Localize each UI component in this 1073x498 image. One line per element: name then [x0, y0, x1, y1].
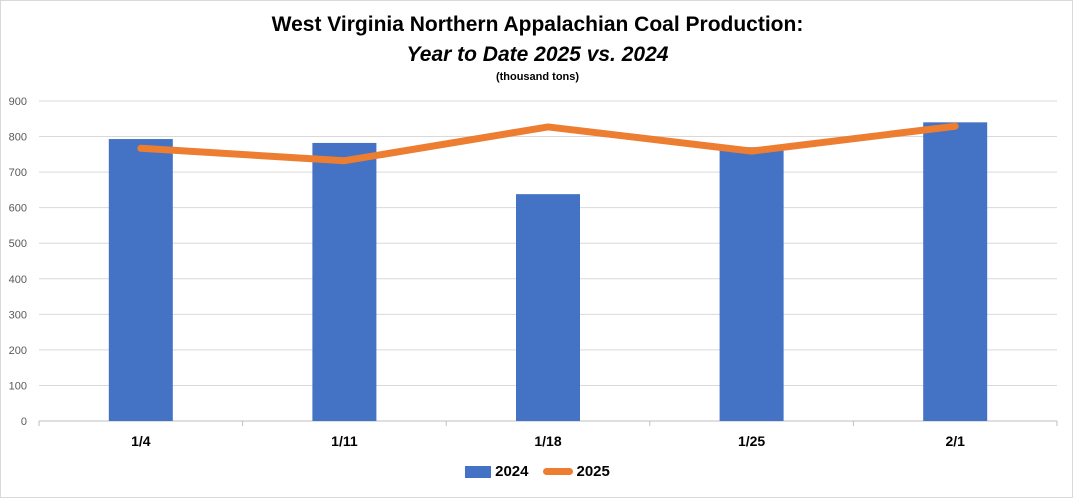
- line-2025: [137, 122, 959, 165]
- y-tick-label: 600: [9, 203, 27, 215]
- legend-swatch-2024: [465, 465, 492, 478]
- y-tick-label: 700: [9, 167, 27, 179]
- y-tick-label: 200: [9, 345, 27, 357]
- x-tick-label: 1/18: [534, 433, 561, 449]
- legend-label-2025: 2025: [576, 463, 610, 480]
- y-tick-label: 500: [9, 238, 27, 250]
- x-tick-label: 2/1: [945, 433, 965, 449]
- chart-title: West Virginia Northern Appalachian Coal …: [271, 13, 804, 36]
- y-tick-label: 300: [9, 309, 27, 321]
- y-tick-label: 800: [9, 132, 27, 144]
- x-tick-label: 1/25: [738, 433, 765, 449]
- x-tick-label: 1/11: [331, 433, 358, 449]
- y-tick-label: 100: [9, 380, 27, 392]
- bar-2024: [516, 194, 580, 421]
- legend-label-2024: 2024: [495, 463, 529, 480]
- bar-2024: [923, 122, 988, 421]
- y-tick-label: 0: [21, 416, 27, 428]
- y-tick-label: 400: [9, 274, 27, 286]
- bar-2024: [108, 139, 173, 422]
- legend: 2024 2025: [1, 463, 1073, 480]
- legend-item-2025: 2025: [542, 463, 610, 480]
- chart-subtitle: Year to Date 2025 vs. 2024: [406, 43, 669, 66]
- bar-2024: [719, 147, 784, 421]
- chart-unit-label: (thousand tons): [495, 71, 580, 83]
- y-tick-label: 900: [9, 96, 27, 108]
- legend-item-2024: 2024: [465, 463, 529, 480]
- legend-swatch-2025: [542, 468, 573, 475]
- x-tick-label: 1/4: [131, 433, 151, 449]
- bar-2024: [312, 142, 377, 421]
